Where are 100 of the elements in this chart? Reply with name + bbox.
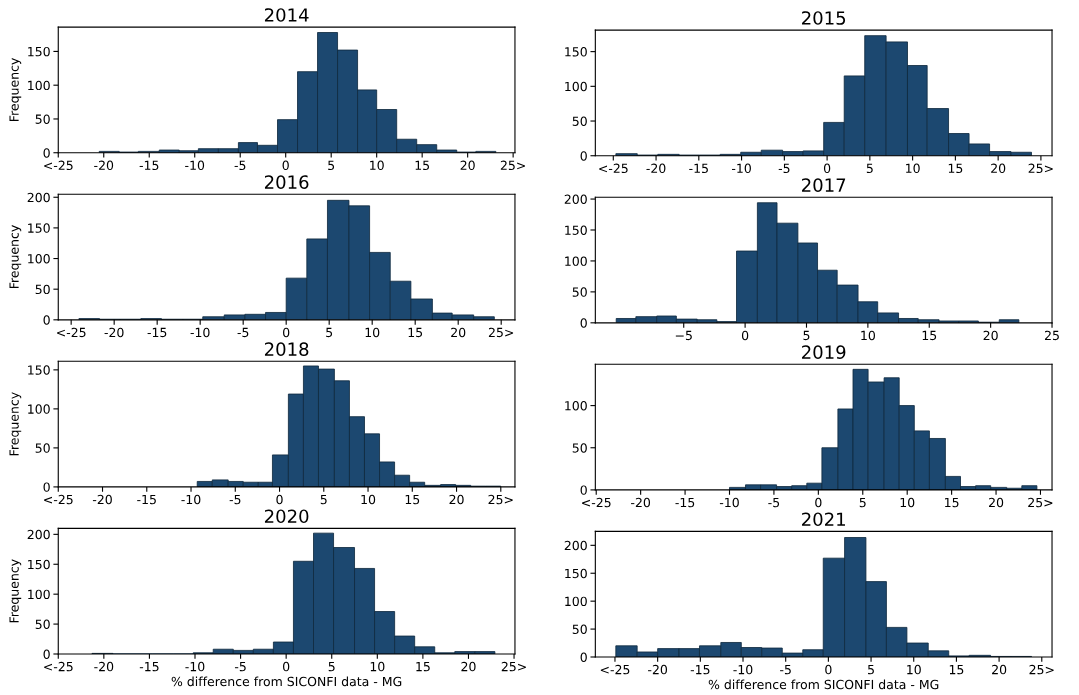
y-tick-label: 0	[43, 148, 50, 158]
x-tick-label: <-25	[600, 664, 630, 675]
x-tick-label: <-25	[599, 163, 628, 174]
x-tick-label: -10	[731, 163, 751, 174]
x-tick-label: 0	[823, 163, 831, 174]
y-tick-label: 0	[43, 482, 50, 492]
x-tick-label: -5	[780, 665, 791, 675]
x-tick-label: <-25	[44, 160, 73, 171]
y-tick-label: 150	[28, 559, 50, 570]
y-tick-label: 50	[35, 619, 50, 630]
y-tick-label: 50	[572, 116, 587, 126]
x-tick-label: 15	[408, 327, 423, 338]
y-tick-label: 0	[580, 485, 587, 495]
y-tick-label: 0	[43, 649, 50, 659]
x-tick-label: 10	[361, 494, 376, 505]
x-tick-label: -5	[778, 163, 790, 174]
x-tick-label: -15	[139, 662, 159, 672]
x-tick-label: 25>	[501, 661, 526, 672]
x-tick-label: -10	[190, 327, 210, 338]
chart-title: 2016	[264, 175, 309, 189]
y-tick-label: 0	[580, 151, 587, 161]
x-axis-title: % difference from SICONFI data - MG	[171, 676, 402, 687]
x-tick-label: 5	[320, 494, 327, 505]
x-tick-label: -10	[185, 160, 205, 171]
chart-title: 2017	[802, 178, 846, 192]
x-tick-label: 10	[900, 497, 915, 508]
y-axis-title: Frequency	[9, 225, 22, 289]
chart-title: 2014	[264, 8, 309, 22]
x-tick-label: -15	[137, 494, 156, 505]
y-tick-label: 100	[28, 589, 50, 600]
x-tick-label: 0	[741, 330, 749, 341]
x-tick-label: 0	[283, 327, 290, 338]
x-tick-label: -15	[689, 163, 708, 174]
y-tick-label: 50	[572, 287, 587, 297]
y-tick-label: 200	[27, 529, 50, 540]
x-tick-label: 5	[859, 497, 866, 508]
y-tick-label: 0	[43, 315, 50, 325]
x-tick-label: 0	[282, 160, 289, 171]
y-tick-label: 50	[572, 624, 587, 634]
x-tick-label: 20	[460, 160, 475, 171]
x-tick-label: 10	[907, 664, 921, 675]
y-tick-label: 150	[28, 365, 50, 375]
x-tick-label: 0	[283, 661, 290, 672]
x-tick-label: -5	[234, 662, 246, 672]
y-tick-label: 100	[565, 596, 587, 607]
x-tick-label: -15	[147, 327, 167, 338]
y-tick-label: 200	[564, 540, 587, 551]
x-tick-label: 15	[415, 160, 430, 171]
x-tick-label: 20	[992, 664, 1007, 675]
x-tick-label: -5	[229, 494, 241, 505]
x-tick-label: -15	[675, 497, 695, 508]
x-tick-label: -15	[139, 160, 159, 171]
chart-title: 2019	[802, 345, 846, 359]
x-tick-label: 15	[405, 494, 420, 505]
y-tick-label: 50	[35, 443, 50, 453]
x-axis-title: % difference from SICONFI data - MG	[708, 679, 939, 690]
y-tick-label: 200	[27, 192, 50, 203]
x-tick-label: 20	[983, 330, 998, 341]
chart-title: 2015	[802, 11, 846, 25]
y-tick-label: 50	[572, 443, 587, 453]
y-tick-label: 50	[35, 114, 50, 124]
y-axis-title: Frequency	[9, 559, 22, 623]
x-tick-label: 20	[461, 661, 476, 672]
x-tick-label: -20	[631, 497, 651, 508]
x-tick-label: -5	[234, 160, 246, 171]
x-tick-label: -10	[719, 497, 739, 508]
x-tick-label: -20	[648, 664, 668, 675]
x-tick-label: -10	[185, 661, 205, 672]
x-tick-label: <-25	[44, 494, 73, 505]
y-tick-label: 150	[565, 47, 587, 57]
x-tick-label: <-25	[44, 661, 73, 672]
y-tick-label: 150	[28, 223, 50, 233]
y-tick-label: 0	[580, 318, 587, 328]
x-tick-label: 20	[451, 327, 466, 338]
chart-title: 2018	[264, 342, 309, 356]
y-tick-label: 100	[28, 404, 50, 414]
x-tick-label: -20	[104, 327, 124, 338]
y-tick-label: 100	[28, 80, 50, 91]
x-tick-label: 5	[803, 330, 810, 341]
x-tick-label: 5	[328, 160, 335, 171]
x-tick-label: 25>	[488, 327, 514, 338]
x-tick-label: -5	[237, 327, 249, 338]
x-tick-label: 25	[1044, 330, 1059, 341]
x-tick-label: -20	[94, 160, 114, 171]
chart-title: 2021	[802, 512, 845, 527]
x-tick-label: 0	[825, 664, 832, 675]
x-tick-label: -20	[94, 661, 114, 672]
x-tick-label: -10	[733, 664, 753, 675]
x-tick-label: -20	[646, 163, 666, 174]
x-tick-label: 20	[991, 163, 1006, 174]
y-axis-title: Frequency	[9, 58, 22, 121]
y-tick-label: 0	[580, 652, 587, 662]
x-tick-label: -5	[768, 497, 780, 508]
x-tick-label: -10	[181, 494, 201, 505]
x-tick-label: 15	[922, 330, 937, 341]
y-tick-label: 100	[565, 401, 587, 411]
y-tick-label: 150	[565, 568, 587, 579]
x-tick-label: 25>	[488, 494, 513, 505]
y-tick-label: 150	[565, 225, 587, 235]
x-tick-label: 25>	[500, 160, 525, 171]
